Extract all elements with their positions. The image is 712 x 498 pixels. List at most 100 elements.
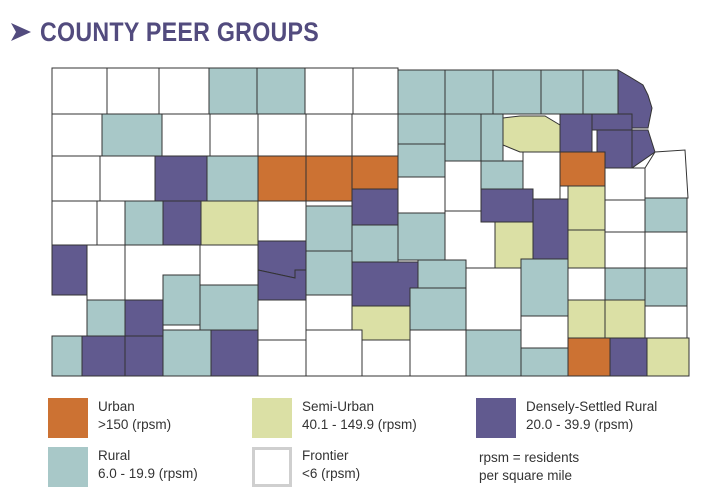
note-line: rpsm = residents (479, 450, 580, 465)
county (162, 200, 202, 246)
county (305, 250, 353, 296)
county (86, 299, 126, 337)
county (604, 167, 646, 201)
county (124, 335, 164, 377)
county (209, 113, 259, 157)
legend-swatch-semi-urban (252, 398, 292, 438)
county (492, 69, 542, 115)
county (520, 315, 569, 349)
legend-label: Rural (98, 448, 131, 463)
county (51, 244, 88, 296)
county (351, 224, 399, 263)
county (480, 160, 524, 190)
note-line: per square mile (479, 468, 573, 483)
legend-swatch-frontier (252, 447, 292, 487)
county (604, 199, 646, 233)
legend-item-densely-settled-rural: Densely-Settled Rural 20.0 - 39.9 (rpsm) (476, 398, 657, 438)
legend-range: >150 (rpsm) (98, 417, 172, 432)
county (99, 155, 156, 202)
county (444, 113, 482, 162)
county (124, 299, 164, 337)
county (567, 299, 606, 339)
county (305, 205, 353, 252)
county (397, 143, 446, 178)
county (51, 200, 98, 246)
county (352, 67, 399, 115)
county (520, 347, 569, 377)
county (124, 200, 164, 246)
county (604, 299, 646, 339)
county (305, 294, 353, 331)
legend-label: Urban (98, 399, 135, 414)
legend-range: 20.0 - 39.9 (rpsm) (526, 417, 634, 432)
county (567, 267, 606, 301)
county (51, 67, 108, 115)
county (351, 155, 399, 190)
county (644, 267, 688, 307)
county (351, 188, 399, 226)
county (644, 197, 688, 233)
county (210, 329, 259, 377)
legend-swatch-densely-settled-rural (476, 398, 516, 438)
county (644, 305, 688, 339)
county (397, 113, 446, 145)
county (51, 335, 83, 377)
county (409, 329, 467, 377)
county (567, 337, 611, 377)
county (604, 231, 646, 269)
legend-range: 6.0 - 19.9 (rpsm) (98, 466, 198, 481)
county (206, 155, 259, 202)
county (199, 244, 259, 286)
legend-swatch-urban (48, 398, 88, 438)
county (51, 113, 103, 157)
legend-label: Frontier (302, 448, 349, 463)
legend-swatch-rural (48, 447, 88, 487)
county (305, 113, 353, 157)
county (444, 160, 482, 212)
county (540, 69, 584, 115)
county (162, 274, 201, 326)
county (567, 229, 606, 269)
county (304, 67, 354, 115)
legend-label: Densely-Settled Rural (526, 399, 658, 414)
county (409, 287, 467, 331)
page-title-text: COUNTY PEER GROUPS (40, 16, 320, 47)
county (208, 67, 258, 115)
county (162, 329, 212, 377)
county (361, 339, 411, 377)
county (417, 259, 467, 289)
county (257, 299, 307, 341)
county (644, 149, 689, 199)
county (305, 155, 353, 202)
county (81, 335, 126, 377)
county (480, 113, 504, 162)
county (591, 113, 633, 131)
legend-note: rpsm = residents per square mile (479, 449, 579, 485)
county (567, 185, 606, 231)
county (502, 115, 561, 153)
legend-item-rural: Rural 6.0 - 19.9 (rpsm) (48, 447, 198, 487)
county (161, 113, 211, 157)
county (397, 176, 446, 214)
county (200, 200, 259, 246)
county (257, 200, 307, 242)
county (397, 212, 446, 261)
county (532, 198, 569, 260)
county (257, 155, 307, 202)
county (582, 69, 619, 115)
county (520, 258, 569, 317)
county (604, 267, 646, 301)
county (257, 113, 307, 157)
county (158, 67, 210, 115)
legend-label: Semi-Urban (302, 399, 375, 414)
county (559, 113, 593, 153)
chevron-right-icon (11, 23, 31, 41)
county (646, 337, 690, 377)
county (644, 231, 688, 269)
county (351, 261, 419, 307)
county (559, 151, 606, 187)
county-map (51, 67, 690, 377)
legend-item-frontier: Frontier <6 (rpsm) (252, 447, 360, 487)
legend-range: 40.1 - 149.9 (rpsm) (302, 417, 417, 432)
county (480, 188, 534, 223)
